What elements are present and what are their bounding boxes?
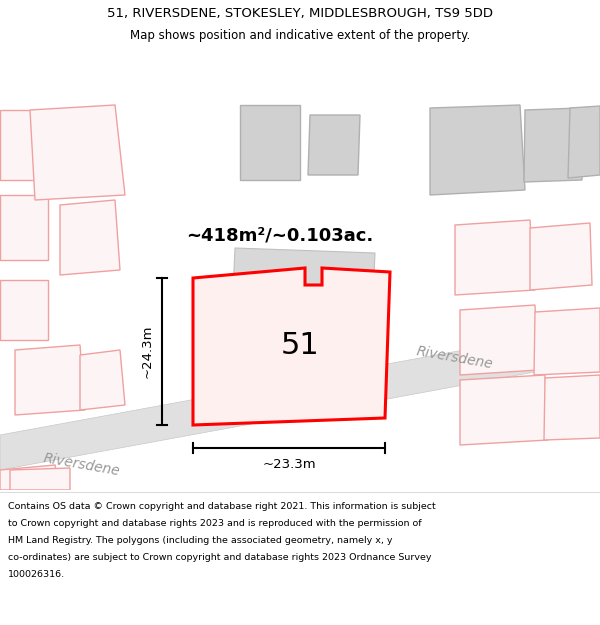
Polygon shape [544, 375, 600, 440]
Polygon shape [460, 305, 538, 375]
Polygon shape [0, 465, 60, 490]
Text: Riversdene: Riversdene [43, 451, 121, 479]
Text: Contains OS data © Crown copyright and database right 2021. This information is : Contains OS data © Crown copyright and d… [8, 502, 436, 511]
Polygon shape [430, 105, 525, 195]
Polygon shape [0, 325, 600, 470]
Polygon shape [460, 375, 548, 445]
Polygon shape [80, 350, 125, 410]
Text: 51, RIVERSDENE, STOKESLEY, MIDDLESBROUGH, TS9 5DD: 51, RIVERSDENE, STOKESLEY, MIDDLESBROUGH… [107, 8, 493, 21]
Polygon shape [530, 223, 592, 290]
Text: 51: 51 [281, 331, 319, 359]
Text: ~24.3m: ~24.3m [141, 325, 154, 378]
Polygon shape [228, 248, 375, 405]
Polygon shape [524, 108, 582, 182]
Text: HM Land Registry. The polygons (including the associated geometry, namely x, y: HM Land Registry. The polygons (includin… [8, 536, 392, 545]
Text: co-ordinates) are subject to Crown copyright and database rights 2023 Ordnance S: co-ordinates) are subject to Crown copyr… [8, 553, 431, 562]
Text: Riversdene: Riversdene [416, 344, 494, 372]
Polygon shape [455, 220, 535, 295]
Polygon shape [0, 280, 48, 340]
Polygon shape [15, 345, 85, 415]
Text: Map shows position and indicative extent of the property.: Map shows position and indicative extent… [130, 29, 470, 42]
Polygon shape [10, 468, 70, 490]
Text: 100026316.: 100026316. [8, 570, 65, 579]
Text: to Crown copyright and database rights 2023 and is reproduced with the permissio: to Crown copyright and database rights 2… [8, 519, 422, 528]
Polygon shape [0, 110, 48, 180]
Polygon shape [568, 106, 600, 178]
Polygon shape [308, 115, 360, 175]
Text: ~23.3m: ~23.3m [262, 458, 316, 471]
Polygon shape [534, 308, 600, 375]
Polygon shape [240, 105, 300, 180]
Polygon shape [0, 195, 48, 260]
Text: ~418m²/~0.103ac.: ~418m²/~0.103ac. [187, 226, 374, 244]
Polygon shape [193, 268, 390, 425]
Polygon shape [60, 200, 120, 275]
Polygon shape [30, 105, 125, 200]
